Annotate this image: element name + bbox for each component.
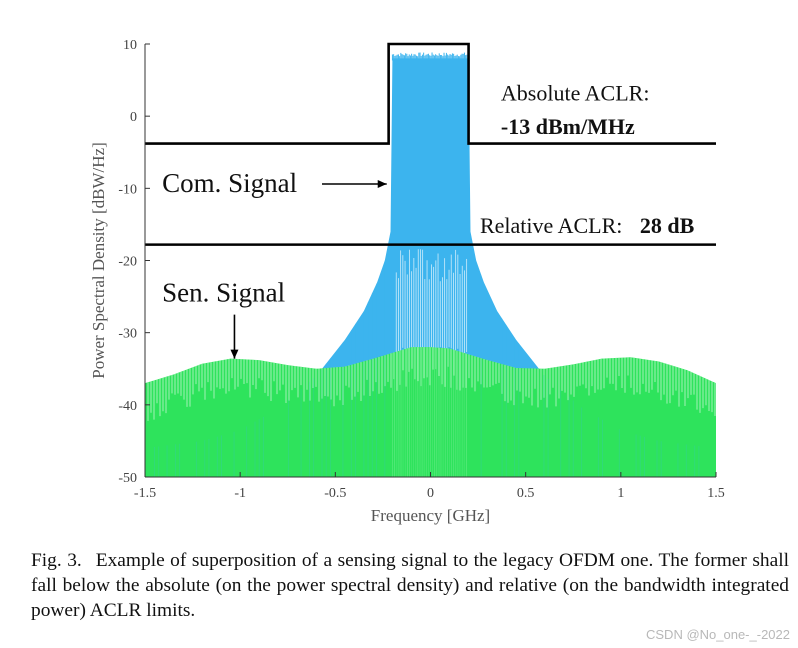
arrow-head bbox=[230, 349, 239, 359]
relative-aclr-value: 28 dB bbox=[640, 213, 695, 238]
arrow-head bbox=[377, 180, 387, 189]
y-tick-label: -20 bbox=[118, 255, 137, 270]
sen-signal-label: Sen. Signal bbox=[162, 278, 285, 308]
sen-signal-arrow bbox=[230, 314, 239, 359]
sen-signal-hatch bbox=[145, 260, 716, 477]
com-signal-label: Com. Signal bbox=[162, 168, 297, 198]
com-signal-area bbox=[145, 58, 716, 477]
com-signal-hatch bbox=[395, 249, 468, 362]
watermark: CSDN @No_one-_-2022 bbox=[646, 627, 790, 642]
plot-layer bbox=[145, 52, 716, 477]
y-tick-label: 10 bbox=[123, 38, 137, 53]
y-tick-label: -40 bbox=[118, 399, 137, 414]
figure-caption-text: Example of superposition of a sensing si… bbox=[31, 550, 789, 621]
figure-caption: Fig. 3. Example of superposition of a sen… bbox=[31, 548, 789, 623]
y-axis-label: Power Spectral Density [dBW/Hz] bbox=[89, 142, 108, 379]
x-tick-label: -0.5 bbox=[324, 486, 346, 501]
com-signal-band-ripple bbox=[391, 52, 469, 61]
figure-label: Fig. 3. bbox=[31, 550, 82, 571]
x-tick-label: 1.5 bbox=[707, 486, 725, 501]
y-tick-label: 0 bbox=[130, 110, 137, 125]
x-axis-label: Frequency [GHz] bbox=[371, 506, 490, 525]
y-tick-label: -10 bbox=[118, 182, 137, 197]
x-tick-label: 1 bbox=[617, 486, 624, 501]
y-tick-label: -50 bbox=[118, 471, 137, 486]
relative-aclr-label: Relative ACLR: bbox=[480, 213, 622, 238]
absolute-aclr-value: -13 dBm/MHz bbox=[501, 114, 635, 139]
x-tick-label: 0.5 bbox=[517, 486, 535, 501]
x-tick-label: -1 bbox=[234, 486, 246, 501]
y-tick-label: -30 bbox=[118, 327, 137, 342]
absolute-aclr-label: Absolute ACLR: bbox=[501, 80, 650, 105]
absolute-aclr-mask bbox=[145, 42, 716, 145]
x-tick-label: 0 bbox=[427, 486, 434, 501]
psd-chart: 10 0 -10 -20 -30 -40 -50-1.5 -1 -0.5 0 0.5 1 1.5 Freq… bbox=[89, 38, 725, 525]
com-signal-arrow bbox=[322, 180, 387, 189]
x-tick-label: -1.5 bbox=[134, 486, 156, 501]
